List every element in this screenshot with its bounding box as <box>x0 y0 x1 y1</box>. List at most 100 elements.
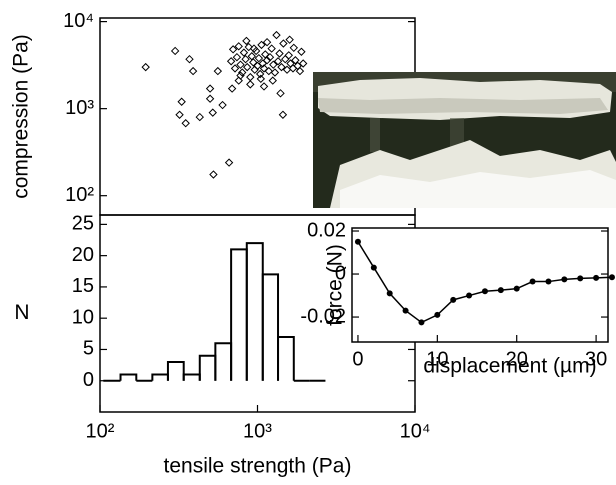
scatter-point <box>228 45 238 54</box>
scatter-point <box>238 68 247 77</box>
scatter-point <box>234 76 243 85</box>
y-tick-label: 5 <box>83 338 94 360</box>
scatter-point <box>246 80 255 89</box>
scatter-point <box>234 42 243 51</box>
scatter-point <box>278 110 288 119</box>
scatter-point <box>297 47 306 56</box>
scatter-point <box>236 71 245 80</box>
scatter-point <box>224 158 234 167</box>
x-tick-label: 10² <box>86 420 115 442</box>
scatter-point <box>281 54 290 64</box>
y-tick-label: 10 <box>72 306 94 328</box>
scatter-point <box>232 52 242 62</box>
scatter-point <box>272 30 281 40</box>
scatter-point <box>239 48 249 57</box>
y-axis-label: N <box>14 301 29 324</box>
scatter-point <box>288 64 298 73</box>
scatter-point <box>241 54 250 64</box>
histogram-bar <box>151 373 169 381</box>
histogram-bar <box>230 248 248 381</box>
y-tick-label: 10² <box>65 184 94 206</box>
scatter-point <box>170 46 180 56</box>
scatter-point <box>141 62 150 72</box>
scatter-point <box>208 108 217 117</box>
scatter-point <box>188 66 198 76</box>
line-point <box>497 287 504 294</box>
plot-frame <box>351 227 609 343</box>
scatter-point <box>247 52 257 61</box>
scatter-point <box>259 64 269 73</box>
histogram-bar <box>277 335 295 381</box>
scatter-point <box>264 66 274 76</box>
y-tick-label: 25 <box>72 213 94 235</box>
scatter-point <box>285 35 294 44</box>
scatter-point <box>227 84 237 93</box>
y-tick-label: 10³ <box>65 97 94 119</box>
y-tick-label: 10⁴ <box>63 10 94 32</box>
x-tick-label: 0 <box>352 348 363 370</box>
histogram-bar <box>119 373 138 381</box>
scatter-point <box>255 69 265 79</box>
x-tick-label: 30 <box>585 348 607 370</box>
scatter-point <box>298 59 308 68</box>
scatter-point <box>213 66 223 76</box>
y-tick-label: -0.02 <box>300 305 346 327</box>
scatter-point <box>218 100 227 110</box>
histogram-bar <box>214 342 233 381</box>
line-point <box>577 275 584 282</box>
histogram-bar <box>182 373 201 381</box>
force-panel: 0.02 0 -0.02 0 10 20 30 force (N) displacement (… <box>300 219 615 378</box>
scatter-point <box>262 56 272 65</box>
y-tick-label: 0 <box>83 369 94 391</box>
scatter-point <box>254 53 264 63</box>
line-point <box>466 292 473 299</box>
scatter-point <box>275 49 284 58</box>
y-axis-label: force (N) <box>324 244 347 326</box>
scatter-point <box>295 66 305 76</box>
scatter-point <box>181 119 190 128</box>
line-point <box>545 278 552 285</box>
line-point <box>513 285 520 292</box>
scatter-point <box>279 39 288 48</box>
scatter-point <box>268 76 277 85</box>
line-point <box>529 278 536 285</box>
line-point <box>418 319 425 326</box>
y-tick-label: 0.02 <box>307 219 346 241</box>
scatter-point <box>230 64 240 73</box>
y-tick-label: 15 <box>72 275 94 297</box>
scatter-point <box>209 170 218 179</box>
scatter-point <box>242 36 251 46</box>
scatter-point <box>257 40 266 50</box>
scatter-point <box>284 51 293 60</box>
scatter-point <box>249 58 258 67</box>
line-point <box>386 290 393 297</box>
y-axis-label: compression (Pa) <box>10 34 33 199</box>
line-point <box>608 274 615 281</box>
histogram-bar <box>166 360 185 381</box>
scatter-point <box>291 56 300 65</box>
x-axis-label: tensile strength (Pa) <box>164 455 352 478</box>
line-point <box>481 288 488 295</box>
photo <box>313 72 616 208</box>
scatter-point <box>236 60 245 69</box>
scatter-point <box>195 112 204 122</box>
scatter-point <box>185 54 194 64</box>
scatter-point <box>269 60 278 69</box>
histogram-bar <box>198 354 217 381</box>
x-axis-label: displacement (µm) <box>423 355 596 378</box>
scatter-point <box>289 43 299 53</box>
x-tick-label: 10 <box>426 348 448 370</box>
scatter-point <box>276 89 285 98</box>
scatter-point <box>205 94 215 103</box>
scatter-point <box>177 97 186 106</box>
x-tick-label: 10³ <box>243 420 272 442</box>
scatter-point <box>265 52 275 62</box>
inset-background <box>352 228 608 342</box>
scatter-panel: 10² 10³ 10⁴ compression (Pa) <box>10 10 416 216</box>
histogram-bar <box>245 242 264 381</box>
scatter-point <box>249 44 259 53</box>
line-point <box>370 264 377 271</box>
line-point <box>561 276 568 283</box>
